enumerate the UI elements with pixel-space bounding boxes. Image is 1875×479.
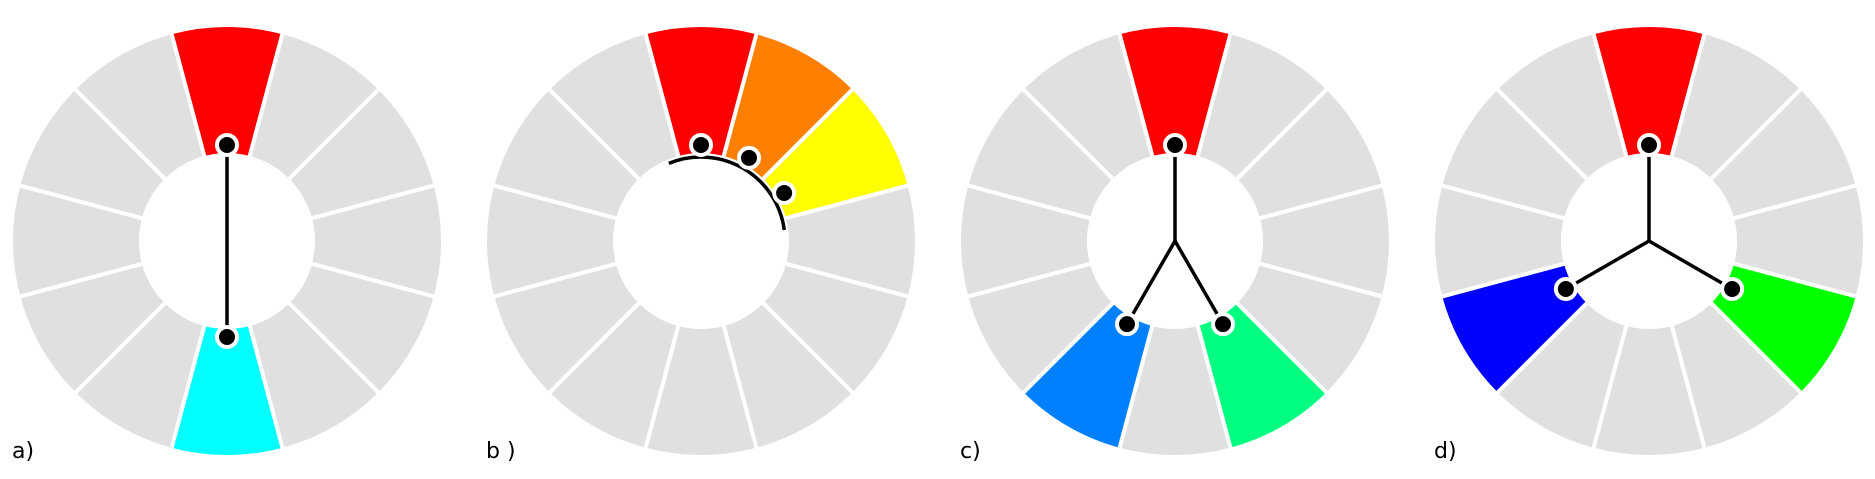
connector-line	[1647, 239, 1734, 291]
selection-marker	[1163, 133, 1187, 157]
selection-marker	[1553, 277, 1578, 301]
selection-marker	[1637, 133, 1661, 157]
selection-marker	[215, 133, 239, 157]
wheel-segment	[1493, 29, 1630, 184]
selection-marker	[1211, 312, 1235, 337]
panel-c	[957, 23, 1393, 459]
wheel-segment	[71, 29, 208, 184]
connector-line	[1564, 239, 1651, 291]
connector-arc	[668, 155, 787, 231]
selection-marker	[215, 325, 239, 349]
panel-a	[9, 23, 445, 459]
selection-marker	[1720, 277, 1745, 301]
panel-label-a: a)	[12, 439, 34, 464]
wheel-segment	[1019, 29, 1156, 184]
panel-d	[1431, 23, 1867, 459]
selection-marker	[689, 133, 713, 157]
selection-marker	[1115, 312, 1139, 337]
selection-marker	[772, 181, 797, 205]
panel-label-c: c)	[960, 439, 981, 464]
wheel-segment	[545, 29, 682, 184]
panel-b	[483, 23, 919, 459]
panel-label-b: b )	[486, 439, 516, 464]
connector-line	[1173, 239, 1225, 326]
connector-line	[1125, 239, 1177, 326]
panel-label-d: d)	[1434, 439, 1457, 464]
selection-marker	[737, 145, 761, 170]
